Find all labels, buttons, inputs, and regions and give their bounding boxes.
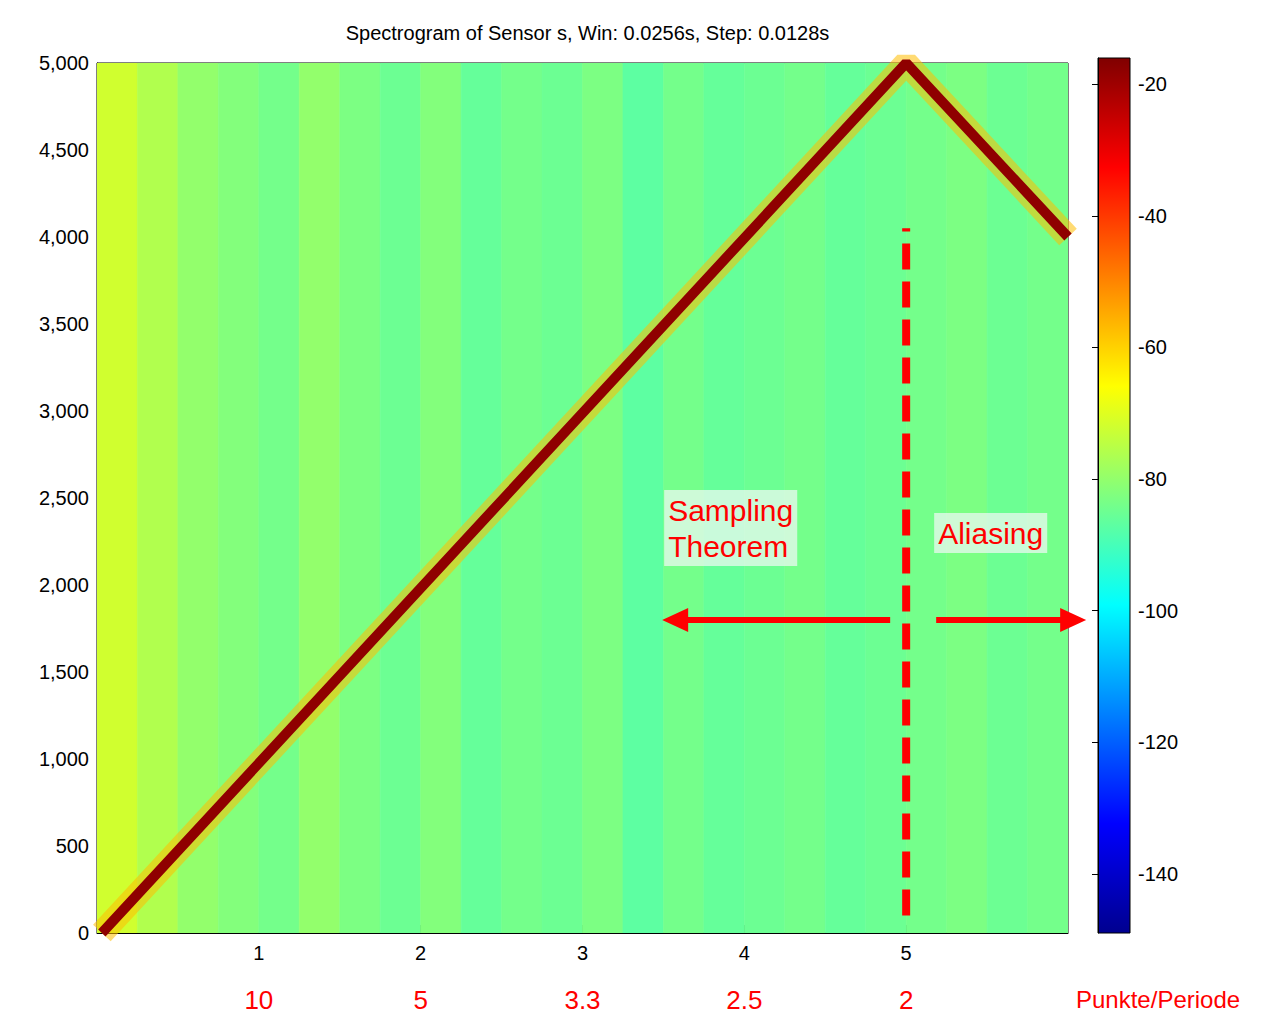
- svg-text:5: 5: [413, 985, 427, 1015]
- svg-text:2,500: 2,500: [39, 487, 89, 509]
- svg-text:3.3: 3.3: [564, 985, 600, 1015]
- svg-text:Theorem: Theorem: [668, 530, 788, 563]
- svg-text:4,500: 4,500: [39, 139, 89, 161]
- svg-text:1: 1: [253, 942, 264, 964]
- svg-text:3,500: 3,500: [39, 313, 89, 335]
- svg-text:2.5: 2.5: [726, 985, 762, 1015]
- svg-text:-100: -100: [1138, 600, 1178, 622]
- svg-text:-40: -40: [1138, 205, 1167, 227]
- svg-text:2: 2: [415, 942, 426, 964]
- svg-text:4: 4: [739, 942, 750, 964]
- svg-text:-120: -120: [1138, 731, 1178, 753]
- svg-text:-80: -80: [1138, 468, 1167, 490]
- svg-text:-140: -140: [1138, 863, 1178, 885]
- svg-text:Spectrogram of Sensor s, Win:: Spectrogram of Sensor s, Win: 0.0256s, S…: [346, 22, 830, 44]
- svg-text:2: 2: [899, 985, 913, 1015]
- svg-text:5,000: 5,000: [39, 52, 89, 74]
- svg-text:Aliasing: Aliasing: [938, 517, 1043, 550]
- svg-text:1,000: 1,000: [39, 748, 89, 770]
- svg-text:Sampling: Sampling: [668, 494, 793, 527]
- svg-text:-60: -60: [1138, 336, 1167, 358]
- svg-text:3: 3: [577, 942, 588, 964]
- svg-text:4,000: 4,000: [39, 226, 89, 248]
- svg-text:10: 10: [244, 985, 273, 1015]
- svg-text:2,000: 2,000: [39, 574, 89, 596]
- svg-text:500: 500: [56, 835, 89, 857]
- svg-text:5: 5: [901, 942, 912, 964]
- svg-text:1,500: 1,500: [39, 661, 89, 683]
- svg-text:0: 0: [78, 922, 89, 944]
- svg-text:3,000: 3,000: [39, 400, 89, 422]
- svg-text:Punkte/Periode: Punkte/Periode: [1076, 986, 1240, 1013]
- svg-text:-20: -20: [1138, 73, 1167, 95]
